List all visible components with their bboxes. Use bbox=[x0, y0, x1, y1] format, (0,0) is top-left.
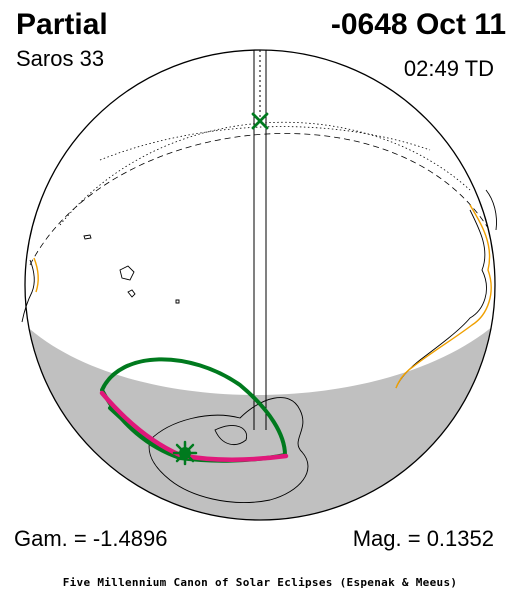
magnitude-value: Mag. = 0.1352 bbox=[352, 526, 494, 551]
gamma-value: Gam. = -1.4896 bbox=[14, 526, 168, 551]
saros-number: Saros 33 bbox=[16, 46, 105, 71]
eclipse-time: 02:49 TD bbox=[403, 56, 494, 81]
central-meridian bbox=[253, 50, 267, 430]
eclipse-date-title: -0648 Oct 11 bbox=[330, 8, 506, 41]
green-x-icon bbox=[251, 112, 269, 130]
green-asterisk-icon bbox=[172, 440, 198, 466]
night-shade bbox=[25, 320, 495, 520]
eclipse-type-title: Partial bbox=[16, 8, 108, 41]
coast-highlight bbox=[33, 204, 492, 389]
credit-line: Five Millennium Canon of Solar Eclipses … bbox=[62, 576, 458, 589]
graticule bbox=[29, 121, 495, 266]
